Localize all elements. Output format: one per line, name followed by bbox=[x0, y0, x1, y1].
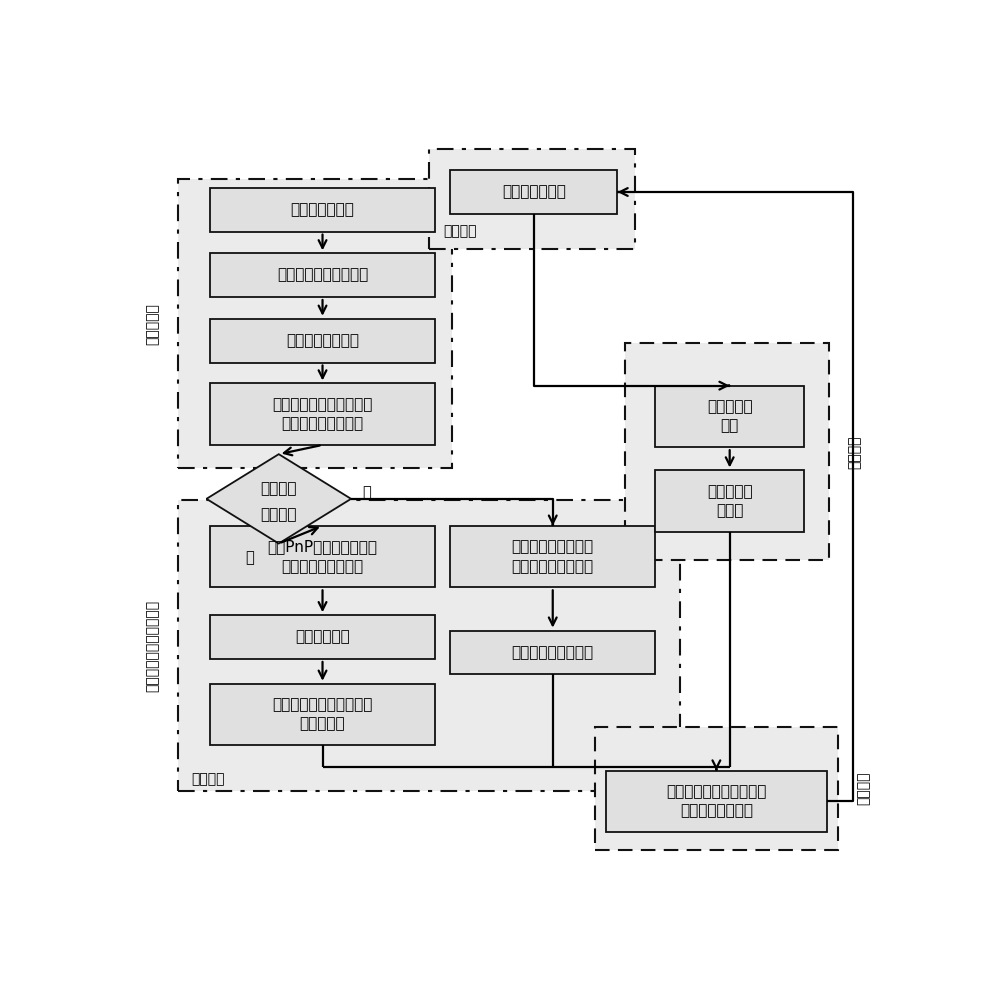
Text: 测量更新: 测量更新 bbox=[856, 772, 870, 805]
FancyBboxPatch shape bbox=[210, 188, 435, 232]
FancyBboxPatch shape bbox=[595, 727, 838, 850]
Text: 理想雅克比测量模型: 理想雅克比测量模型 bbox=[512, 645, 594, 660]
FancyBboxPatch shape bbox=[656, 386, 804, 447]
Text: 使用高精度惯性传感
器测得的机器人朝向: 使用高精度惯性传感 器测得的机器人朝向 bbox=[512, 539, 594, 574]
FancyBboxPatch shape bbox=[178, 179, 452, 468]
FancyBboxPatch shape bbox=[210, 253, 435, 297]
Text: 机器人运动
模型: 机器人运动 模型 bbox=[707, 399, 752, 434]
Text: 否: 否 bbox=[362, 485, 371, 500]
Text: 同步定位: 同步定位 bbox=[443, 224, 476, 238]
Text: 在二值化图像中检测轮廓
线，查找标志物对象: 在二值化图像中检测轮廓 线，查找标志物对象 bbox=[272, 397, 373, 431]
Text: 根据测量数据修正机器人
对自身位置的预测: 根据测量数据修正机器人 对自身位置的预测 bbox=[666, 784, 767, 819]
FancyBboxPatch shape bbox=[178, 500, 680, 791]
Text: 本发明提出的的观测模型: 本发明提出的的观测模型 bbox=[145, 600, 159, 692]
Text: 能否提取: 能否提取 bbox=[260, 481, 297, 496]
FancyBboxPatch shape bbox=[626, 343, 829, 560]
Text: 对灰度图像二值化: 对灰度图像二值化 bbox=[286, 333, 359, 348]
Polygon shape bbox=[206, 454, 352, 544]
FancyBboxPatch shape bbox=[429, 149, 635, 249]
Text: 机器人状态向量: 机器人状态向量 bbox=[502, 184, 566, 199]
FancyBboxPatch shape bbox=[210, 526, 435, 587]
Text: 根据测量数据计算标志物
的位置坐标: 根据测量数据计算标志物 的位置坐标 bbox=[272, 697, 373, 732]
FancyBboxPatch shape bbox=[656, 470, 804, 532]
FancyBboxPatch shape bbox=[210, 684, 435, 745]
FancyBboxPatch shape bbox=[210, 615, 435, 659]
Text: 地图构建: 地图构建 bbox=[191, 772, 225, 786]
FancyBboxPatch shape bbox=[210, 383, 435, 445]
Text: 预测当前位
置坐标: 预测当前位 置坐标 bbox=[707, 484, 752, 518]
Text: 是: 是 bbox=[246, 550, 254, 565]
FancyBboxPatch shape bbox=[210, 319, 435, 363]
Text: 标准测量模型: 标准测量模型 bbox=[296, 630, 350, 645]
FancyBboxPatch shape bbox=[606, 771, 827, 832]
Text: 输入图像转至灰度空间: 输入图像转至灰度空间 bbox=[277, 268, 368, 283]
Text: 时间更新: 时间更新 bbox=[847, 435, 861, 469]
Text: 使用PnP方法计算机器人
与标志物的相对位姿: 使用PnP方法计算机器人 与标志物的相对位姿 bbox=[267, 539, 377, 574]
Text: 识别标志物: 识别标志物 bbox=[145, 303, 159, 345]
FancyBboxPatch shape bbox=[450, 170, 618, 214]
FancyBboxPatch shape bbox=[450, 631, 656, 674]
FancyBboxPatch shape bbox=[450, 526, 656, 587]
Text: 摄像头观测环境: 摄像头观测环境 bbox=[291, 202, 355, 217]
Text: 出标志物: 出标志物 bbox=[260, 507, 297, 522]
